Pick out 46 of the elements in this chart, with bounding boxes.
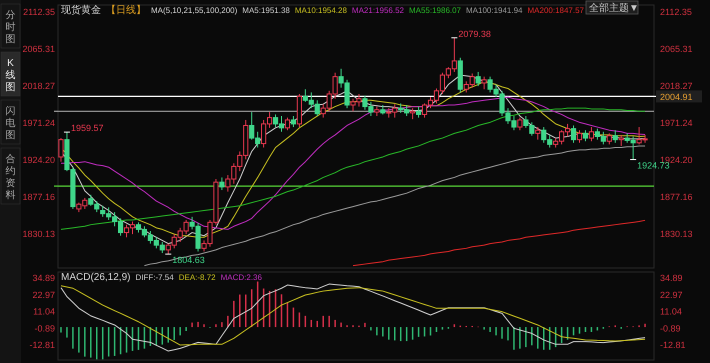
- y-tick-label: 1830.13: [22, 229, 55, 240]
- y-tick-label: 11.04: [33, 306, 55, 317]
- y-tick-label: 22.97: [32, 290, 55, 300]
- y2-tick-label: 11.04: [660, 306, 682, 317]
- series-label: MACD:2.36: [220, 273, 263, 282]
- annotation: 1804.63: [172, 255, 205, 266]
- chart-title: MACD(26,12,9): [61, 272, 130, 283]
- chart-subtitle: 【日线】: [106, 4, 146, 16]
- y-tick-label: 2112.35: [23, 6, 55, 17]
- text: MA21:1956.52: [352, 6, 405, 15]
- text: DEA:-8.72: [178, 273, 216, 282]
- annotation: 全部主题▼: [589, 2, 639, 14]
- annotation: 1959.57: [70, 123, 104, 134]
- y-tick-label: 1877.16: [22, 192, 55, 202]
- annotation: 2079.38: [458, 28, 491, 39]
- ref-line-label: 2004.91: [660, 92, 693, 102]
- text: MA10:1954.28: [294, 6, 348, 15]
- text: MA100:1941.94: [466, 6, 524, 15]
- annotation: 1924.73: [637, 160, 670, 171]
- y2-tick-label: 2112.35: [660, 6, 692, 17]
- y-tick-label: 2018.27: [22, 80, 55, 91]
- y-tick-label: 34.89: [32, 273, 55, 284]
- y2-tick-label: 1971.24: [660, 118, 693, 128]
- y-tick-label: 1924.20: [22, 154, 55, 165]
- text: DIFF:-7.54: [135, 273, 174, 282]
- y2-tick-label: 1830.13: [660, 229, 693, 240]
- text: 闪电图: [6, 105, 16, 141]
- y2-tick-label: -0.89: [660, 323, 681, 334]
- y-tick-label: 2065.31: [22, 44, 55, 54]
- y2-tick-label: 34.89: [660, 273, 683, 284]
- legend-title: MA(5,10,21,55,100,200): [151, 6, 238, 15]
- y-tick-label: 1971.24: [22, 118, 55, 128]
- text: MA5:1951.38: [242, 6, 290, 15]
- text: 合约资料: [6, 153, 16, 201]
- y2-tick-label: -12.81: [660, 340, 686, 350]
- text: MA200:1847.57: [528, 6, 585, 15]
- y2-tick-label: 1877.16: [660, 192, 693, 202]
- chart-title: 现货黄金: [61, 4, 101, 16]
- y-tick-label: -0.89: [34, 323, 55, 334]
- y2-tick-label: 2018.27: [660, 80, 693, 91]
- y2-tick-label: 22.97: [660, 290, 683, 300]
- text: MA55:1986.07: [408, 6, 462, 15]
- y-tick-label: -12.81: [29, 340, 55, 350]
- text: K线图: [6, 58, 16, 93]
- y2-tick-label: 2065.31: [660, 44, 693, 54]
- text: 分时图: [6, 9, 16, 45]
